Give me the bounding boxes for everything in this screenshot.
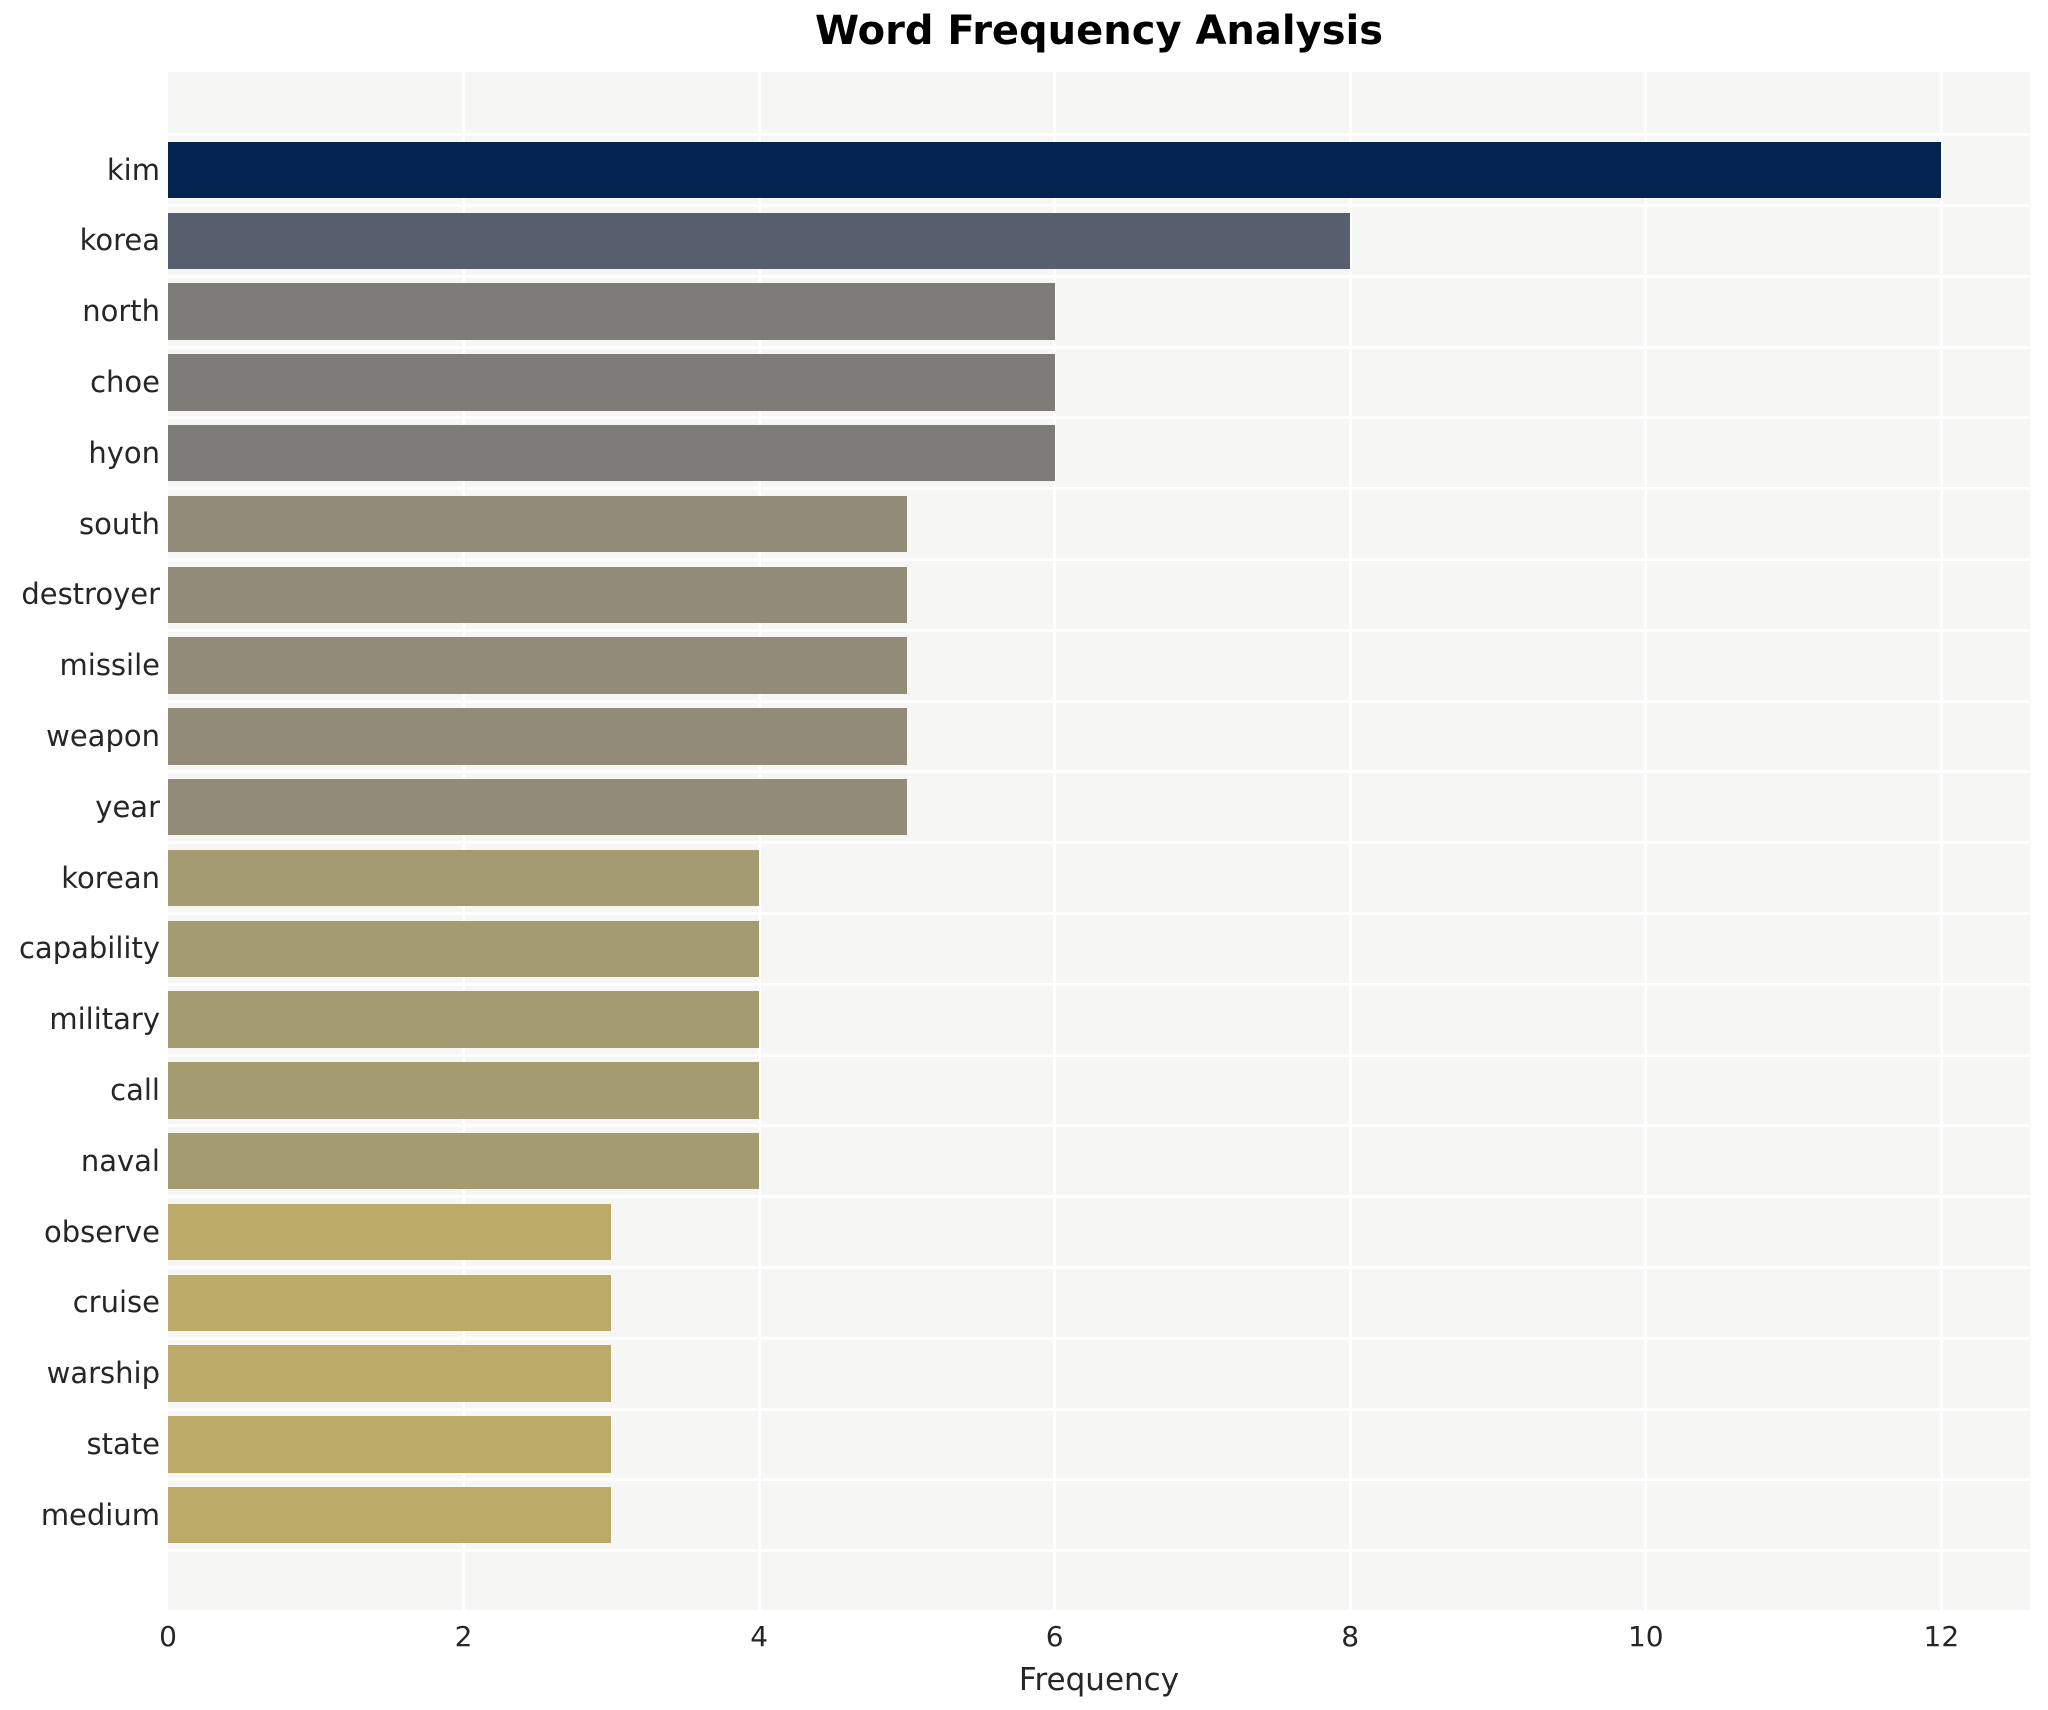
chart-title: Word Frequency Analysis bbox=[814, 8, 1384, 54]
y-tick-label-weapon: weapon bbox=[46, 718, 160, 753]
h-gridline bbox=[168, 203, 2030, 207]
bar-north bbox=[168, 283, 1055, 340]
bar-call bbox=[168, 1062, 760, 1119]
h-gridline bbox=[168, 133, 2030, 137]
v-gridline bbox=[1053, 72, 1057, 1610]
y-tick-label-military: military bbox=[49, 1002, 160, 1037]
y-tick-label-kim: kim bbox=[106, 152, 160, 187]
y-tick-label-korea: korea bbox=[79, 223, 160, 258]
h-gridline bbox=[168, 416, 2030, 420]
bar-capability bbox=[168, 920, 760, 978]
h-gridline bbox=[168, 487, 2030, 491]
h-gridline bbox=[168, 1407, 2030, 1411]
y-tick-label-missile: missile bbox=[59, 648, 160, 683]
x-tick-label-4: 4 bbox=[750, 1620, 769, 1653]
h-gridline bbox=[168, 982, 2030, 986]
y-tick-label-warship: warship bbox=[46, 1356, 160, 1391]
bar-choe bbox=[168, 354, 1055, 411]
h-gridline bbox=[168, 1195, 2030, 1199]
bar-korea bbox=[168, 212, 1351, 270]
h-gridline bbox=[168, 1336, 2030, 1340]
y-tick-label-north: north bbox=[82, 294, 160, 329]
v-gridline bbox=[1644, 72, 1648, 1610]
bar-hyon bbox=[168, 424, 1055, 482]
h-gridline bbox=[168, 770, 2030, 774]
bar-missile bbox=[168, 637, 907, 694]
y-tick-label-call: call bbox=[110, 1072, 160, 1107]
h-gridline bbox=[168, 628, 2030, 632]
v-gridline bbox=[1939, 72, 1943, 1610]
x-axis-title: Frequency bbox=[1018, 1662, 1180, 1698]
x-tick-label-2: 2 bbox=[454, 1620, 473, 1653]
x-tick-label-6: 6 bbox=[1045, 1620, 1064, 1653]
y-tick-label-naval: naval bbox=[80, 1143, 160, 1178]
bar-warship bbox=[168, 1345, 612, 1402]
y-tick-label-hyon: hyon bbox=[88, 435, 160, 470]
h-gridline bbox=[168, 1549, 2030, 1553]
y-tick-label-observe: observe bbox=[43, 1214, 160, 1249]
bar-cruise bbox=[168, 1274, 612, 1332]
h-gridline bbox=[168, 699, 2030, 703]
h-gridline bbox=[168, 1478, 2030, 1482]
h-gridline bbox=[168, 841, 2030, 845]
bar-medium bbox=[168, 1486, 612, 1544]
bar-kim bbox=[168, 141, 1942, 199]
y-tick-label-choe: choe bbox=[90, 364, 160, 399]
h-gridline bbox=[168, 345, 2030, 349]
x-tick-label-0: 0 bbox=[159, 1620, 177, 1653]
x-tick-label-8: 8 bbox=[1341, 1620, 1360, 1653]
h-gridline bbox=[168, 1124, 2030, 1128]
y-tick-label-korean: korean bbox=[61, 860, 160, 895]
v-gridline bbox=[462, 72, 466, 1610]
h-gridline bbox=[168, 274, 2030, 278]
y-tick-label-medium: medium bbox=[40, 1497, 160, 1532]
bar-state bbox=[168, 1416, 612, 1473]
y-tick-label-south: south bbox=[79, 506, 160, 541]
h-gridline bbox=[168, 1053, 2030, 1057]
bar-year bbox=[168, 778, 907, 836]
bar-observe bbox=[168, 1203, 612, 1261]
bar-korean bbox=[168, 849, 760, 907]
bar-naval bbox=[168, 1132, 760, 1190]
y-tick-label-year: year bbox=[95, 789, 160, 824]
v-gridline bbox=[1348, 72, 1352, 1610]
h-gridline bbox=[168, 557, 2030, 561]
v-gridline bbox=[757, 72, 761, 1610]
y-tick-label-capability: capability bbox=[18, 931, 160, 966]
h-gridline bbox=[168, 1265, 2030, 1269]
y-tick-label-state: state bbox=[86, 1426, 160, 1461]
x-tick-label-10: 10 bbox=[1627, 1620, 1664, 1653]
bar-south bbox=[168, 495, 907, 553]
bar-destroyer bbox=[168, 566, 907, 624]
plot-area bbox=[168, 72, 2030, 1610]
bar-weapon bbox=[168, 708, 907, 765]
bar-military bbox=[168, 991, 760, 1048]
y-tick-label-cruise: cruise bbox=[72, 1285, 160, 1320]
h-gridline bbox=[168, 911, 2030, 915]
y-tick-label-destroyer: destroyer bbox=[21, 577, 160, 612]
x-tick-label-12: 12 bbox=[1923, 1620, 1960, 1653]
